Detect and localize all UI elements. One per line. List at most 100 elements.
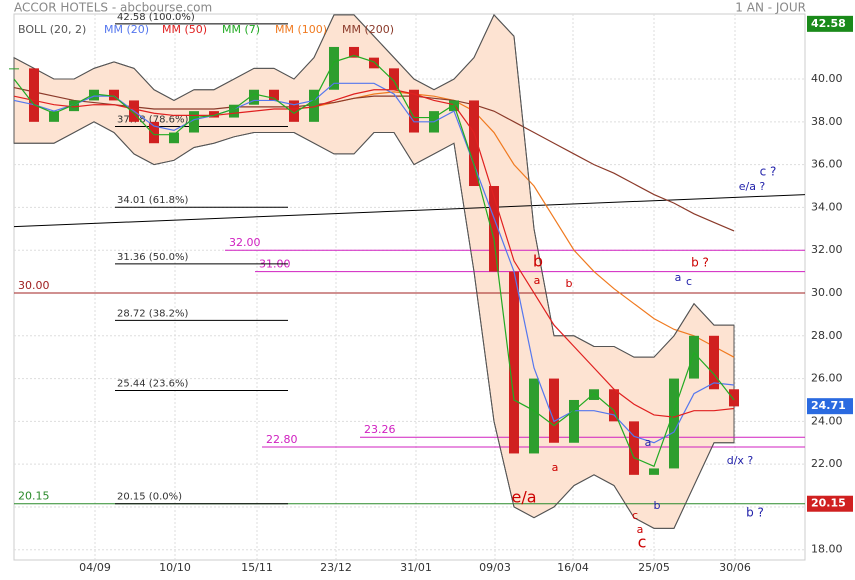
level-label: 22.80 (266, 433, 298, 446)
y-tick-label: 36.00 (811, 158, 843, 171)
fib-label: 25.44 (23.6%) (117, 379, 188, 390)
candle (309, 89, 319, 122)
y-tick-label: 24.00 (811, 414, 843, 427)
wave-annotation: e/a ? (739, 180, 766, 193)
fib-label: 34.01 (61.8%) (117, 195, 188, 206)
x-tick-label: 15/11 (241, 561, 273, 574)
level-label: 30.00 (18, 279, 50, 292)
trend-line (13, 194, 806, 228)
y-tick-label: 30.00 (811, 286, 843, 299)
y-tick-label: 28.00 (811, 329, 843, 342)
wave-annotation: a (637, 523, 644, 536)
candle (529, 378, 539, 454)
wave-annotation: d/x ? (727, 454, 754, 467)
x-tick-label: 23/12 (320, 561, 352, 574)
fib-label: 20.15 (0.0%) (117, 492, 182, 503)
wave-annotation: b ? (691, 256, 709, 270)
y-tick-label: 32.00 (811, 243, 843, 256)
legend-entry: MM (200) (342, 23, 394, 36)
candle (589, 389, 599, 400)
candle (369, 57, 379, 69)
wave-annotation: b ? (746, 506, 764, 520)
candle (649, 468, 659, 475)
price-box (807, 495, 853, 512)
ma-line (293, 91, 735, 358)
y-tick-label: 26.00 (811, 372, 843, 385)
ma-line (13, 82, 735, 444)
fib-label: 31.36 (50.0%) (117, 252, 188, 263)
wave-annotation: b (566, 277, 573, 290)
candle (109, 89, 119, 101)
wave-annotation: e/a (511, 488, 536, 507)
candle (489, 186, 499, 272)
level-label: 32.00 (229, 236, 261, 249)
candle (689, 335, 699, 379)
candle (389, 68, 399, 90)
candle (169, 132, 179, 144)
bollinger-lower (14, 121, 734, 529)
candle (49, 111, 59, 122)
candle (729, 389, 739, 407)
candle (609, 389, 619, 422)
wave-annotation: c (632, 509, 638, 522)
wave-annotation: b (654, 499, 661, 512)
candle (9, 68, 19, 70)
candle (469, 100, 479, 187)
fib-label: 37.78 (78.6%) (117, 115, 188, 126)
wave-annotation: a (675, 271, 682, 284)
legend-entry: MM (20) (104, 23, 149, 36)
candle (409, 89, 419, 133)
candle (249, 89, 259, 105)
y-tick-label: 34.00 (811, 200, 843, 213)
candle (269, 89, 279, 101)
x-tick-label: 30/06 (719, 561, 751, 574)
wave-annotation: a (552, 461, 559, 474)
y-tick-label: 18.00 (811, 543, 843, 556)
wave-annotation: b (533, 252, 543, 271)
level-label: 23.26 (364, 423, 396, 436)
wave-annotation: c (638, 533, 647, 552)
candle (29, 68, 39, 122)
fib-label: 42.58 (100.0%) (117, 12, 195, 23)
ma-line (13, 89, 735, 418)
chart-subtitle: 1 AN - JOUR (735, 1, 806, 15)
candle (549, 378, 559, 443)
candle (69, 100, 79, 112)
price-label: 24.71 (811, 399, 846, 412)
price-label: 42.58 (811, 17, 846, 30)
x-tick-label: 10/10 (159, 561, 191, 574)
bollinger-upper (13, 13, 734, 358)
ma-line (13, 54, 735, 468)
candle (509, 271, 519, 454)
candle (669, 378, 679, 469)
candle (229, 104, 239, 118)
level-label: 20.15 (18, 490, 50, 503)
x-tick-label: 31/01 (400, 561, 432, 574)
candle (149, 121, 159, 144)
wave-annotation: c (686, 275, 692, 288)
x-tick-label: 16/04 (557, 561, 589, 574)
candle (289, 100, 299, 122)
wave-annotation: a (645, 436, 652, 449)
chart-title: ACCOR HOTELS - abcbourse.com (14, 1, 212, 15)
candle (629, 421, 639, 475)
candle (189, 111, 199, 133)
x-tick-label: 09/03 (479, 561, 511, 574)
candle (709, 335, 719, 390)
x-tick-label: 25/05 (638, 561, 670, 574)
legend-entry: MM (100) (275, 23, 327, 36)
candle (329, 46, 339, 90)
price-box (807, 15, 853, 32)
y-tick-label: 22.00 (811, 457, 843, 470)
legend-entry: MM (50) (162, 23, 207, 36)
legend-entry: MM (7) (222, 23, 260, 36)
candle (569, 399, 579, 443)
wave-annotation: a (534, 274, 541, 287)
candle (349, 46, 359, 58)
price-box (807, 398, 853, 415)
price-label: 20.15 (811, 497, 846, 510)
legend-entry: BOLL (20, 2) (18, 23, 86, 36)
fib-label: 28.72 (38.2%) (117, 308, 188, 319)
candle (209, 111, 219, 118)
